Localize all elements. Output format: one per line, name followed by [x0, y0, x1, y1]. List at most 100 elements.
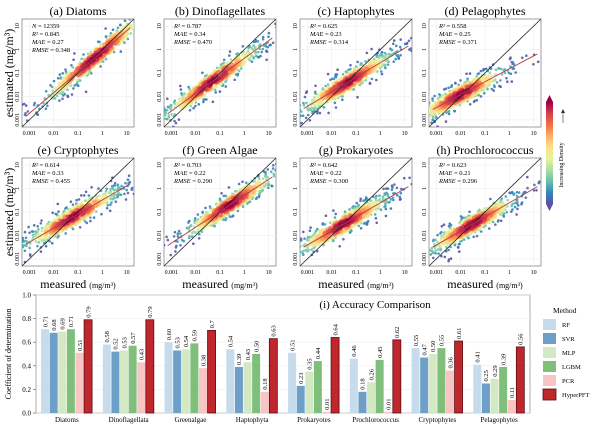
colorbar-min-arrow [546, 204, 553, 211]
bar [358, 391, 367, 413]
x-tick-label: 1 [243, 270, 246, 276]
stat-value: = 0.314 [327, 39, 349, 46]
bar-value-label: 0.38 [200, 355, 207, 366]
data-point [395, 186, 399, 190]
stat-key: MAE [31, 39, 45, 46]
y-tick-label: 0.8 [22, 315, 31, 323]
y-tick-label: 0.01 [293, 230, 299, 241]
x-axis-unit: (mg/m³) [89, 281, 116, 290]
data-point [282, 33, 285, 36]
bar-value-label: 0.71 [42, 316, 49, 327]
bar-value-label: 0.43 [245, 349, 252, 360]
data-point [279, 258, 282, 261]
x-tick-label: 0.01 [455, 131, 466, 137]
data-point [60, 90, 63, 93]
data-point [162, 14, 165, 17]
bar [137, 362, 146, 413]
data-point [255, 196, 259, 199]
data-point [197, 237, 201, 240]
data-point [400, 187, 403, 191]
data-point [375, 78, 378, 82]
y-tick-label: 0.1 [293, 208, 299, 216]
data-point [384, 207, 388, 211]
data-point [335, 73, 339, 76]
stat-key: RMSE [31, 178, 49, 185]
data-point [399, 54, 402, 57]
data-point [418, 250, 421, 253]
one-to-one-line [428, 157, 542, 267]
panel-title: (a) Diatoms [50, 4, 107, 18]
data-point [153, 117, 156, 120]
scatter-grid: (a) Diatoms0.0010.0010.010.010.10.111101… [1, 0, 542, 291]
data-point [234, 73, 238, 76]
data-point [36, 244, 39, 248]
data-point [294, 108, 297, 111]
x-tick-label: 0.1 [481, 270, 489, 276]
data-point [98, 40, 101, 44]
data-point [301, 252, 305, 255]
stat-label: R² = 0.642 [309, 162, 337, 169]
data-point [450, 85, 453, 89]
data-point [64, 68, 67, 71]
data-point [141, 180, 144, 183]
data-point [109, 203, 112, 206]
colorbar-label: Increasing Density [559, 142, 565, 187]
stat-value: = 0.703 [180, 162, 202, 169]
bar [207, 329, 216, 414]
data-point [158, 2, 161, 5]
x-tick-label: 10 [402, 131, 408, 137]
stat-key: RMSE [173, 39, 191, 46]
data-point [285, 161, 288, 164]
data-point [57, 210, 60, 213]
data-point [50, 85, 54, 89]
data-point [24, 104, 28, 107]
data-point [302, 103, 306, 107]
data-point [289, 253, 292, 256]
data-point [252, 44, 255, 47]
data-point [302, 101, 305, 105]
data-point [290, 248, 293, 251]
data-point [92, 216, 96, 219]
bar-value-label: 0.26 [368, 368, 375, 380]
stat-label: MAE = 0.23 [309, 31, 342, 38]
stat-label: MAE = 0.25 [438, 31, 471, 38]
data-point [418, 124, 421, 127]
data-point [160, 0, 163, 1]
bar-value-label: 0.53 [121, 337, 128, 348]
data-point [293, 169, 296, 172]
x-tick-label: 0.1 [216, 270, 224, 276]
data-point [278, 167, 281, 170]
data-point [1, 260, 4, 263]
data-point [466, 77, 469, 81]
data-point [363, 221, 367, 225]
data-point [457, 83, 460, 87]
data-point [44, 107, 48, 111]
data-point [126, 178, 130, 181]
data-point [194, 101, 198, 104]
data-point [143, 135, 146, 138]
stat-key: R² [31, 162, 39, 169]
data-point [241, 180, 244, 184]
data-point [78, 226, 82, 229]
bar [252, 354, 261, 413]
x-tick-label: 0.1 [352, 270, 360, 276]
stat-label: RMSE = 0.470 [173, 39, 212, 46]
data-point [416, 110, 419, 113]
data-point [300, 245, 302, 248]
data-point [453, 243, 457, 246]
data-point [193, 219, 197, 222]
data-point [302, 151, 305, 154]
bar-value-label: 0.01 [324, 398, 331, 409]
data-point [75, 202, 78, 205]
data-point [508, 191, 512, 195]
data-point [290, 250, 293, 253]
data-point [145, 9, 148, 12]
data-point [32, 224, 36, 227]
data-point [278, 247, 281, 250]
x-tick-label: 0.001 [301, 131, 315, 137]
data-point [287, 36, 290, 39]
data-point [378, 54, 382, 57]
data-point [429, 250, 430, 252]
data-point [235, 190, 238, 193]
